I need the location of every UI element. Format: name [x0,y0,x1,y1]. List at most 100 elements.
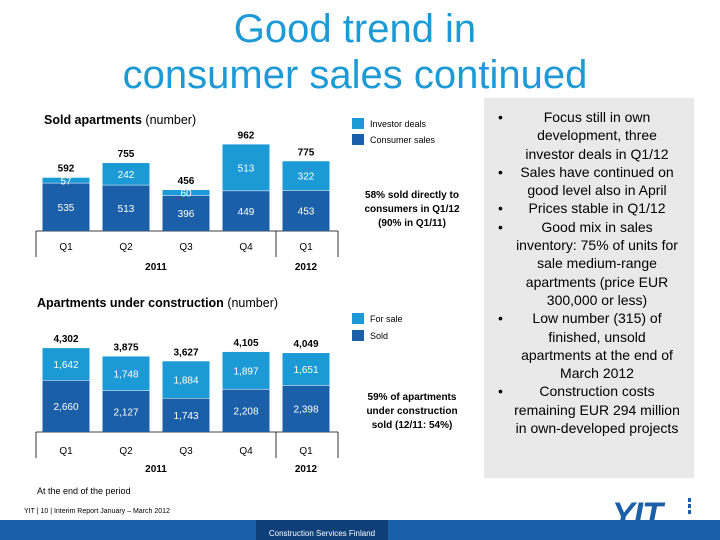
chart2-total-label: 4,105 [233,338,258,349]
yit-logo: YIT [612,496,663,534]
chart1-heading-text: Sold apartments [44,113,142,127]
chart1-bar-value-label: 535 [58,203,75,214]
chart2-bar-upper [282,353,330,386]
chart2-bar-upper [222,351,270,389]
chart1-bar-upper [42,177,90,183]
chart2-total-label: 4,302 [53,334,78,345]
chart1-legend-swatch-consumer [352,134,364,145]
chart1-bar-upper [222,144,270,191]
chart1-bar-value-label: 513 [238,164,255,175]
chart2-bar-value-label: 2,398 [293,405,318,416]
bullet-item: Good mix in sales inventory: 75% of unit… [498,218,682,309]
chart2-bar-lower [162,398,210,432]
slide-title: Good trend in consumer sales continued [60,6,650,98]
chart2-quarter-label: Q1 [299,446,313,457]
chart1-heading-unit: (number) [145,113,197,127]
chart1-bar-upper [102,163,150,185]
chart2-quarter-label: Q3 [179,446,193,457]
chart1-total-label: 775 [298,147,315,158]
chart2-bar-value-label: 2,660 [53,402,78,413]
chart2-heading-text: Apartments under construction [37,296,224,310]
footer-reference: YIT | 10 | Interim Report January – Marc… [24,508,170,515]
footer-note: At the end of the period [37,486,131,496]
chart2-bar-value-label: 2,208 [233,406,258,417]
logo-mark-icon [688,498,691,518]
bullet-item: Prices stable in Q1/12 [498,199,682,218]
chart2-bar-value-label: 1,748 [113,369,138,380]
chart1-bar-value-label: 453 [298,207,315,218]
chart2-note-line1: 59% of apartments [368,392,457,403]
chart2-bar-lower [102,390,150,432]
chart2-bar-value-label: 1,897 [233,366,258,377]
chart1-legend-swatch-investor [352,118,364,129]
chart2-bar-lower [282,385,330,432]
chart1-note-line3: (90% in Q1/11) [378,218,446,229]
chart2-bar-value-label: 2,127 [113,407,138,418]
charts-svg: Investor deals Consumer sales 58% sold d… [35,118,460,475]
chart2-year-label: 2012 [295,464,318,475]
chart1-year-label: 2012 [295,262,318,273]
chart1-quarter-label: Q1 [59,242,73,253]
chart1-bar-lower [42,182,90,231]
chart2-total-label: 3,875 [113,342,138,353]
chart2-legend-swatch-sold [352,330,364,341]
chart1-bar-value-label: 322 [298,172,315,183]
chart1-bar-lower [162,195,210,231]
chart1-quarter-label: Q1 [299,242,313,253]
chart2-note-line3: sold (12/11: 54%) [372,420,453,431]
chart1-quarter-label: Q2 [119,242,133,253]
chart1-bar-lower [102,184,150,231]
chart1-bar-value-label: 57 [60,176,72,187]
chart2-total-label: 4,049 [293,339,318,350]
chart1-total-label: 962 [238,130,255,141]
chart1-legend-consumer: Consumer sales [370,135,436,145]
chart2-bar-upper [42,348,90,381]
chart2-bar-value-label: 1,642 [53,360,78,371]
chart1-bar-value-label: 449 [238,207,255,218]
chart1-quarter-label: Q4 [239,242,253,253]
bullet-item: Construction costs remaining EUR 294 mil… [498,382,682,437]
chart2-bar-lower [42,380,90,432]
bullet-list: Focus still in own development, three in… [498,108,682,437]
chart1-note-line1: 58% sold directly to [365,190,459,201]
chart2-quarter-label: Q4 [239,446,253,457]
chart2-bar-value-label: 1,743 [173,411,198,422]
bullet-item: Low number (315) of finished, unsold apa… [498,309,682,382]
chart2-legend-sold: Sold [370,331,388,341]
chart2-quarter-label: Q2 [119,446,133,457]
chart1-heading: Sold apartments (number) [44,113,196,127]
chart2-plot: 2,660 1,642 4,302 Q1 2,127 1,748 3,875 Q2 1,743 1… [35,334,339,475]
chart1-bar-lower [222,190,270,231]
footer-segment-label: Construction Services Finland [256,520,388,540]
chart2-bar-upper [102,356,150,391]
chart1-bar-value-label: 242 [118,170,135,181]
chart1-total-label: 592 [58,164,75,175]
chart2-heading-unit: (number) [227,296,279,310]
chart1-bar-value-label: 513 [118,204,135,215]
chart2-bar-value-label: 1,651 [293,365,318,376]
chart2-year-label: 2011 [145,464,167,475]
chart2-total-label: 3,627 [173,347,198,358]
chart1-bar-upper [282,161,330,191]
chart1-note-line2: consumers in Q1/12 [364,204,459,215]
title-line-2: consumer sales continued [122,53,588,97]
chart2-bar-lower [222,388,270,432]
bullet-item: Focus still in own development, three in… [498,108,682,163]
chart2-heading: Apartments under construction (number) [37,296,278,310]
bullet-item: Sales have continued on good level also … [498,163,682,200]
chart2-legend-forsale: For sale [370,314,403,324]
chart1-bar-lower [282,190,330,231]
chart1-total-label: 755 [118,149,135,160]
chart2-bar-upper [162,361,210,399]
chart2-legend-swatch-forsale [352,313,364,324]
chart2-note-line2: under construction [366,406,457,417]
title-line-1: Good trend in [233,7,477,51]
chart1-quarter-label: Q3 [179,242,193,253]
chart2-quarter-label: Q1 [59,446,73,457]
chart1-bar-value-label: 60 [180,189,192,200]
chart1-year-label: 2011 [145,262,167,273]
chart1-total-label: 456 [178,176,195,187]
chart2-bar-value-label: 1,884 [173,376,198,387]
chart1-bar-upper [162,189,210,196]
